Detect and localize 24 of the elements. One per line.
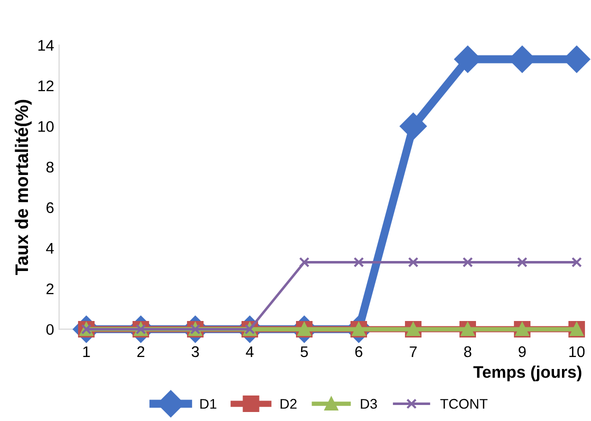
x-tick-label: 3: [192, 346, 199, 358]
x-tick-label: 10: [569, 346, 585, 358]
y-tick-label: 10: [38, 121, 54, 132]
x-tick-label: 6: [355, 346, 362, 358]
legend-label: D3: [360, 398, 377, 409]
y-tick-label: 6: [46, 202, 54, 214]
legend-label: TCONT: [440, 398, 488, 409]
y-tick-label: 8: [46, 162, 54, 173]
y-tick-label: 12: [38, 80, 54, 92]
x-tick-label: 7: [410, 346, 417, 357]
legend-label: D1: [200, 399, 216, 409]
legend-label: D2: [280, 398, 297, 409]
x-tick-label: 2: [137, 346, 144, 357]
x-tick-label: 4: [246, 346, 254, 357]
y-tick-label: 2: [46, 283, 54, 294]
x-tick-label: 9: [518, 346, 526, 358]
x-tick-label: 5: [300, 346, 308, 358]
y-axis-title: Taux de mortalité(%): [14, 100, 32, 276]
y-tick-label: 14: [38, 40, 54, 51]
y-tick-label: 0: [46, 324, 54, 335]
x-tick-label: 1: [83, 346, 90, 357]
x-tick-label: 8: [464, 346, 472, 358]
x-axis-title: Temps (jours): [473, 366, 582, 382]
y-tick-label: 4: [46, 243, 54, 254]
